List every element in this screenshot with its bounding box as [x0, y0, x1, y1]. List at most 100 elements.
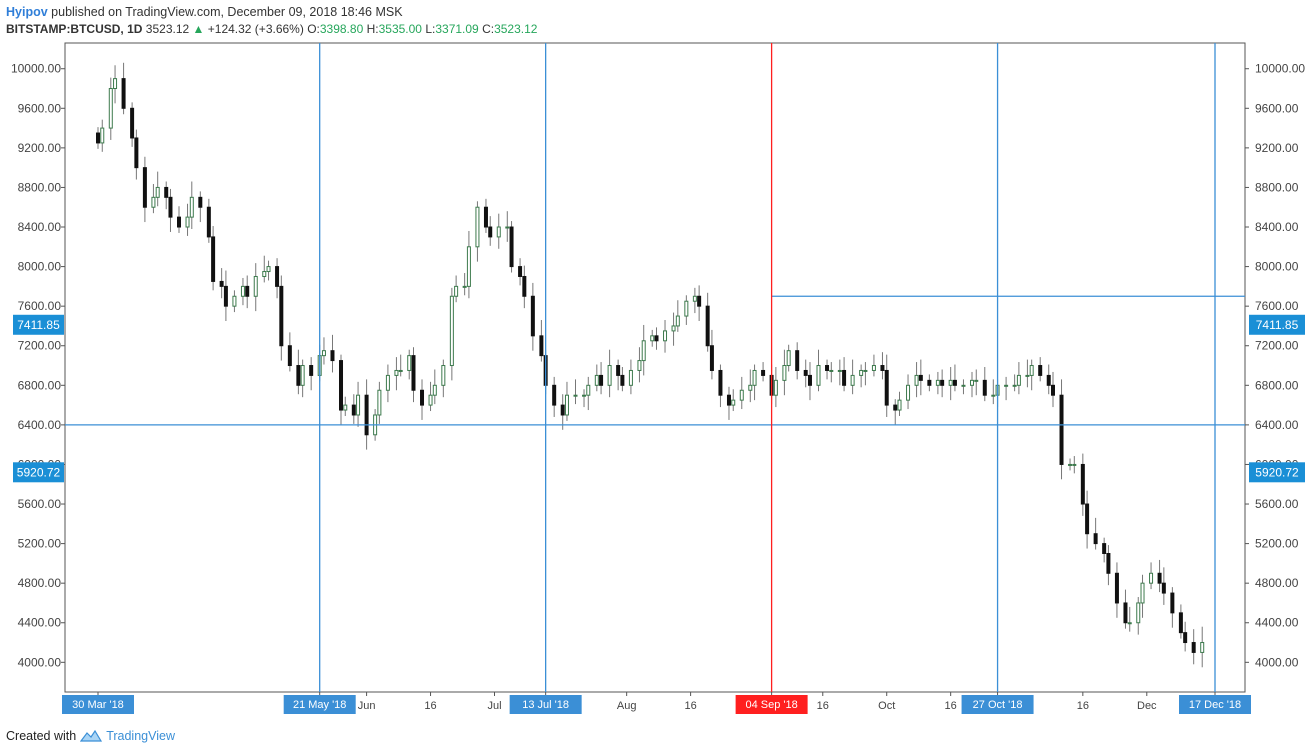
candle-body [539, 335, 544, 357]
y-tick-label: 7200.00 [18, 339, 62, 353]
candle-body [505, 226, 510, 229]
candle-body [825, 365, 830, 371]
candle-body [1106, 552, 1111, 574]
candle-body [564, 394, 569, 416]
x-tick-label: Aug [617, 700, 637, 712]
y-tick-label: 4000.00 [1255, 655, 1299, 669]
candle-body [1050, 384, 1055, 396]
candle-body [279, 285, 284, 347]
candle-body [607, 365, 612, 386]
candle-body [339, 360, 344, 411]
x-tick-label: 16 [1077, 700, 1089, 712]
candle-body [100, 127, 105, 144]
candle-body [935, 379, 940, 386]
candle-body [906, 384, 911, 401]
y-tick-label: 7200.00 [1255, 339, 1299, 353]
candle-body [918, 374, 923, 381]
author-name[interactable]: Hyipov [6, 5, 48, 19]
candle-body [219, 280, 224, 287]
candle-body [232, 295, 237, 307]
candle-body [113, 78, 118, 90]
open-label: O: [307, 22, 320, 36]
y-tick-label: 5200.00 [18, 537, 62, 551]
candle-body [560, 404, 565, 416]
candle-body [509, 226, 514, 268]
y-tick-label: 9600.00 [1255, 101, 1299, 115]
y-tick-label: 5200.00 [1255, 537, 1299, 551]
x-tick-label: 21 May '18 [293, 699, 346, 711]
open-value: 3398.80 [319, 22, 364, 36]
candle-body [240, 285, 245, 297]
candle-body [705, 305, 710, 347]
candle-body [982, 379, 987, 396]
candle-body [599, 374, 604, 386]
y-axis-right[interactable]: 10000.00 9600.00 9200.00 8800.00 8400.00 8000… [1245, 62, 1305, 670]
candle-body [483, 206, 488, 228]
candle-body [385, 374, 390, 391]
candle-body [462, 285, 467, 288]
candle-body [253, 275, 258, 297]
candle-body [454, 285, 459, 297]
candle-body [654, 335, 659, 342]
candle-body [684, 300, 689, 317]
candle-body [1029, 365, 1034, 376]
x-tick-label: 16 [945, 700, 957, 712]
tradingview-brand[interactable]: TradingView [106, 729, 175, 743]
candle-body [620, 374, 625, 386]
candle-body [748, 384, 753, 391]
x-highlight-label-bg [735, 695, 808, 714]
candle-body [893, 404, 898, 411]
up-arrow-icon: ▲ [192, 22, 205, 36]
candle-body [739, 389, 744, 401]
y-tick-label: 4400.00 [18, 616, 62, 630]
x-axis[interactable]: 30 Mar '18 21 May '18 Jun 16 Jul 13 Jul '18 Au… [62, 692, 1251, 714]
close-label: C: [482, 22, 495, 36]
candle-body [1127, 622, 1132, 625]
candle-body [155, 186, 160, 198]
candle-body [637, 360, 642, 371]
candle-body [859, 369, 864, 376]
candle-body [177, 216, 182, 228]
plot-area[interactable] [64, 42, 1246, 693]
y-tick-label: 8000.00 [18, 260, 62, 274]
y-tick-label: 7600.00 [18, 299, 62, 313]
candle-body [884, 369, 889, 406]
candle-body [829, 369, 834, 372]
price-label: 7411.85 [17, 318, 60, 332]
candle-body [189, 196, 194, 218]
candle-body [432, 384, 437, 396]
candle-body [1157, 572, 1162, 584]
candle-body [411, 355, 416, 391]
y-tick-label: 9200.00 [18, 141, 62, 155]
candle-body [168, 196, 173, 218]
candle-body [108, 88, 113, 129]
candle-body [530, 295, 535, 337]
candle-body [364, 394, 369, 436]
y-axis-left[interactable]: 10000.00 9600.00 9200.00 8800.00 8400.00 8000… [11, 62, 65, 670]
y-tick-label: 9200.00 [1255, 141, 1299, 155]
candle-body [650, 335, 655, 342]
candle-body [96, 132, 100, 144]
candle-body [880, 365, 885, 371]
price-labels: 7411.85 7411.85 5920.72 5920.72 [13, 314, 1305, 483]
candle-body [837, 369, 842, 372]
candle-body [1093, 533, 1098, 545]
y-tick-label: 6400.00 [1255, 418, 1299, 432]
y-tick-label: 5600.00 [18, 497, 62, 511]
candle-body [206, 206, 211, 238]
candle-body [675, 315, 680, 327]
drawing-lines[interactable] [65, 43, 1245, 692]
candle-body [1191, 642, 1196, 653]
candle-body [961, 384, 966, 387]
candle-body [671, 325, 676, 332]
candle-body [842, 369, 847, 386]
tradingview-logo-icon [80, 729, 103, 742]
candle-body [863, 369, 868, 372]
candle-body [991, 394, 996, 397]
publish-line: Hyipov published on TradingView.com, Dec… [6, 4, 537, 21]
candle-body [262, 271, 267, 277]
candle-body [573, 394, 578, 397]
candle-body [752, 369, 757, 386]
price-label-bg [1249, 314, 1305, 335]
